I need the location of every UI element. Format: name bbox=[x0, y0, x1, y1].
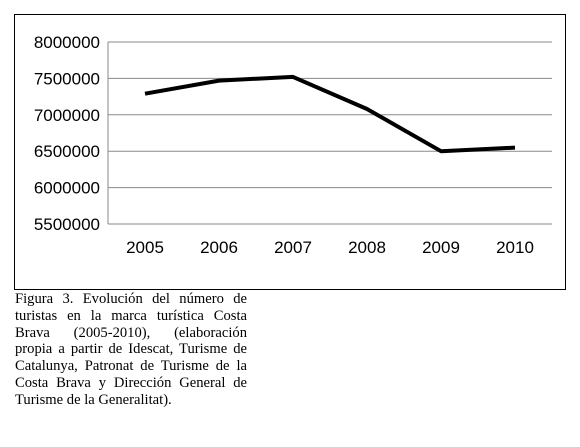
x-axis-tick-labels: 2005 2006 2007 2008 2009 2010 bbox=[126, 238, 534, 257]
y-tick-label: 7000000 bbox=[34, 106, 100, 125]
figure-caption: Figura 3. Evolución del número de turist… bbox=[15, 291, 247, 408]
x-tick-label: 2010 bbox=[496, 238, 534, 257]
x-tick-label: 2006 bbox=[200, 238, 238, 257]
chart-frame bbox=[14, 14, 566, 290]
series-lines bbox=[144, 74, 516, 154]
series-line bbox=[144, 74, 516, 154]
x-tick-label: 2007 bbox=[274, 238, 312, 257]
y-tick-label: 6000000 bbox=[34, 179, 100, 198]
y-tick-label: 5500000 bbox=[34, 215, 100, 234]
gridlines bbox=[107, 41, 552, 225]
y-tick-label: 8000000 bbox=[34, 33, 100, 52]
x-tick-label: 2005 bbox=[126, 238, 164, 257]
y-axis-tick-labels: 5500000 6000000 6500000 7000000 7500000 80000… bbox=[34, 33, 100, 234]
y-tick-label: 6500000 bbox=[34, 142, 100, 161]
y-tick-label: 7500000 bbox=[34, 69, 100, 88]
x-tick-label: 2008 bbox=[348, 238, 386, 257]
x-tick-label: 2009 bbox=[422, 238, 460, 257]
